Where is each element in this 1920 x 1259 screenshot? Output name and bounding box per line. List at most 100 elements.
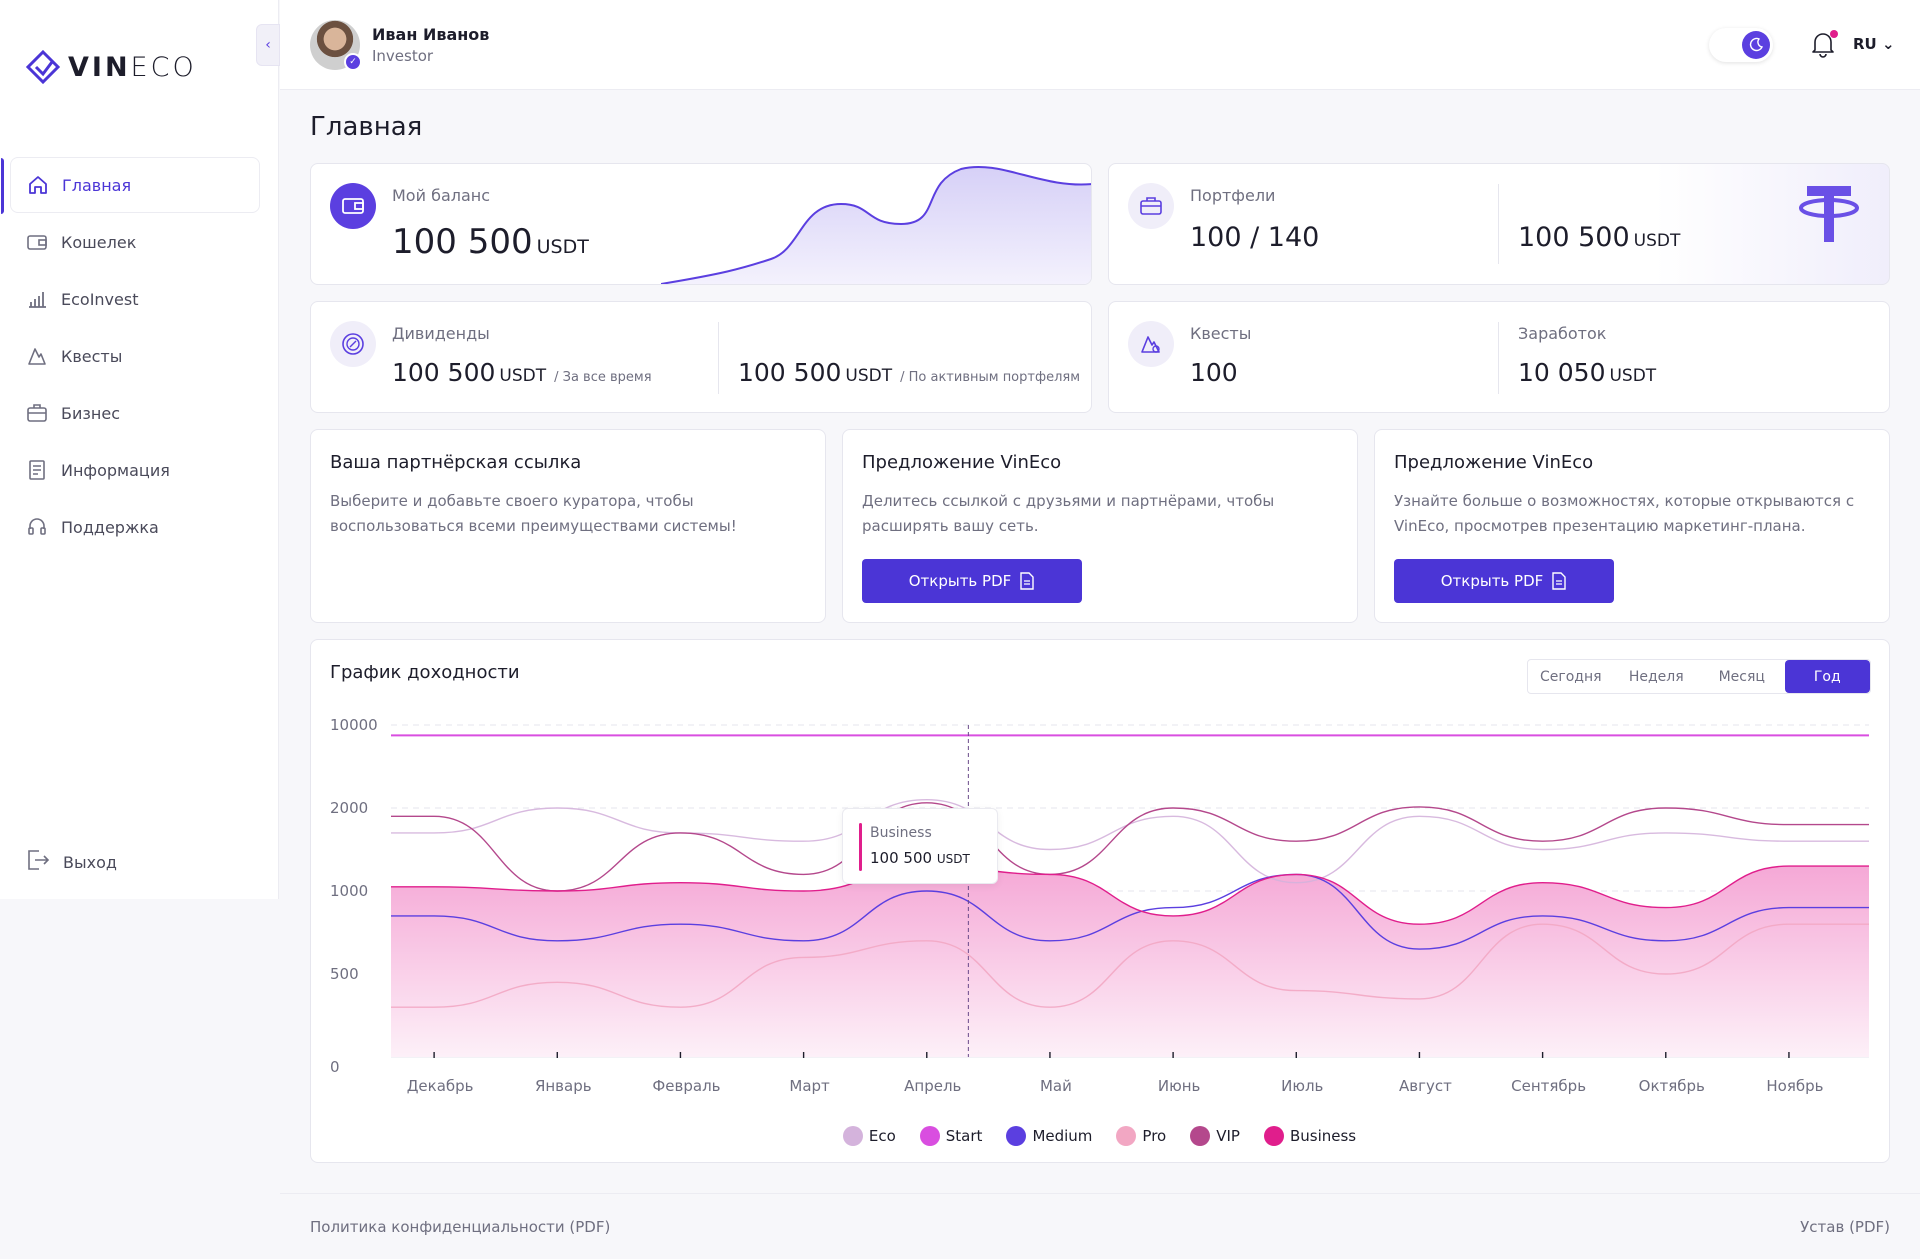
notification-dot [1830, 30, 1838, 38]
quests-value: 100 [1190, 358, 1238, 387]
promo-text: Узнайте больше о возможностях, которые о… [1394, 492, 1855, 535]
chevron-left-icon: ‹ [265, 37, 271, 53]
series-area-business [391, 866, 1869, 1057]
series-line-pro [391, 923, 1869, 1008]
avatar[interactable]: ✓ [310, 20, 362, 71]
logo[interactable]: VINECO [26, 50, 197, 84]
legend-swatch [1116, 1126, 1137, 1146]
legend-swatch [1006, 1126, 1027, 1146]
footer: Политика конфиденциальности (PDF) Устав … [280, 1193, 1920, 1259]
portfolios-value: 100 500 USDT [1518, 222, 1681, 253]
period-week[interactable]: Неделя [1628, 668, 1684, 685]
sidebar-item-wallet[interactable]: Кошелек [0, 214, 279, 270]
logout-label: Выход [63, 852, 117, 872]
legend-swatch [1263, 1126, 1284, 1146]
chart-tooltip: Business 100 500 USDT [842, 808, 998, 884]
dividends-active: 100 500 USDT / По активным портфелям [738, 358, 1081, 387]
sidebar-item-home[interactable]: Главная [1, 157, 260, 214]
legend-label: Pro [1142, 1127, 1167, 1145]
sidebar-item-label: Главная [62, 175, 132, 195]
home-icon [26, 173, 50, 197]
legend-label: Business [1289, 1127, 1357, 1145]
period-year[interactable]: Год [1784, 660, 1870, 693]
chart-legend: Eco Start Medium Pro VIP Business [311, 1126, 1888, 1146]
user-role: Investor [372, 47, 434, 65]
legend-item-pro[interactable]: Pro [1116, 1126, 1166, 1146]
chevron-down-icon: ⌄ [1881, 35, 1895, 53]
charter-link[interactable]: Устав (PDF) [1800, 1218, 1890, 1236]
user-profile[interactable]: ✓ Иван Иванов Investor [310, 20, 490, 71]
user-name: Иван Иванов [372, 25, 490, 44]
briefcase-icon [1128, 183, 1174, 229]
tooltip-series: Business [870, 825, 932, 841]
language-select[interactable]: RU ⌄ [1853, 35, 1895, 53]
tooltip-value: 100 500 USDT [870, 849, 970, 867]
open-pdf-button[interactable]: Открыть PDF [1394, 559, 1614, 603]
sidebar-item-quests[interactable]: Квесты [0, 328, 279, 384]
pdf-file-icon [1020, 572, 1034, 590]
privacy-policy-link[interactable]: Политика конфиденциальности (PDF) [310, 1218, 611, 1236]
series-line-medium [390, 873, 1869, 950]
dark-mode-toggle[interactable] [1709, 28, 1773, 62]
portfolios-label: Портфели [1190, 186, 1276, 205]
x-tick-label: Март [789, 1077, 830, 1095]
open-pdf-button[interactable]: Открыть PDF [862, 559, 1082, 603]
x-tick-label: Октябрь [1639, 1077, 1705, 1095]
legend-swatch [842, 1126, 863, 1146]
logo-icon [26, 50, 60, 84]
legend-label: Medium [1032, 1127, 1093, 1145]
sidebar-item-information[interactable]: Информация [0, 442, 279, 498]
legend-item-start[interactable]: Start [919, 1126, 982, 1146]
bell-icon [1812, 33, 1834, 58]
promo-card-marketing: Предложение VinEco Узнайте больше о возм… [1374, 429, 1890, 623]
period-today[interactable]: Сегодня [1539, 668, 1602, 685]
series-line-business [390, 865, 1869, 925]
legend-item-eco[interactable]: Eco [842, 1126, 896, 1146]
promo-title: Предложение VinEco [862, 452, 1062, 473]
x-tick-label: Август [1399, 1077, 1452, 1095]
period-month[interactable]: Месяц [1718, 668, 1765, 685]
y-tick-label: 10000 [330, 716, 378, 734]
x-tick-label: Июнь [1158, 1077, 1201, 1095]
earnings-value: 10 050 USDT [1518, 358, 1657, 387]
x-tick-label: Апрель [904, 1077, 961, 1095]
collapse-sidebar-button[interactable]: ‹ [256, 24, 280, 66]
earnings-label: Заработок [1518, 324, 1607, 343]
yield-chart-card: График доходности Сегодня Неделя Месяц Г… [310, 639, 1890, 1163]
promo-title: Предложение VinEco [1394, 452, 1594, 473]
sidebar-item-ecoinvest[interactable]: EcoInvest [0, 271, 279, 327]
quest-icon [1128, 321, 1174, 367]
legend-item-vip[interactable]: VIP [1190, 1126, 1240, 1146]
x-tick-label: Декабрь [407, 1077, 474, 1095]
quest-icon [25, 344, 49, 368]
wallet-icon [330, 183, 376, 229]
balance-label: Мой баланс [392, 186, 491, 205]
x-tick-label: Сентябрь [1511, 1077, 1586, 1095]
sidebar-item-business[interactable]: Бизнес [0, 385, 279, 441]
x-tick-label: Май [1040, 1077, 1072, 1095]
wallet-icon [25, 230, 49, 254]
sidebar-item-label: Бизнес [61, 403, 120, 423]
partner-link-card: Ваша партнёрская ссылка Выберите и добав… [310, 429, 826, 623]
sidebar-item-label: Кошелек [61, 232, 137, 252]
sidebar-item-support[interactable]: Поддержка [0, 499, 279, 555]
legend-item-medium[interactable]: Medium [1006, 1126, 1092, 1146]
portfolios-count: 100 / 140 [1190, 222, 1320, 253]
legend-label: Eco [868, 1127, 896, 1145]
x-tick-label: Июль [1281, 1077, 1323, 1095]
logo-text: VINECO [68, 51, 197, 83]
bar-chart-icon [25, 287, 49, 311]
notifications-button[interactable] [1810, 30, 1838, 60]
headset-icon [25, 515, 49, 539]
top-header: ✓ Иван Иванов Investor RU ⌄ [280, 0, 1920, 90]
balance-value: 100 500 USDT [392, 222, 589, 262]
sidebar: VINECO ‹ Главная Кошелек EcoInvest Квест [0, 0, 280, 899]
promo-card-share: Предложение VinEco Делитесь ссылкой с др… [842, 429, 1358, 623]
legend-item-business[interactable]: Business [1263, 1126, 1357, 1146]
quests-card: Квесты 100 Заработок 10 050 USDT [1108, 301, 1890, 413]
y-tick-label: 500 [330, 965, 359, 983]
promo-title: Ваша партнёрская ссылка [330, 452, 582, 473]
chart-title: График доходности [330, 662, 520, 683]
series-line-vip [391, 802, 1869, 892]
logout-button[interactable]: Выход [25, 847, 117, 877]
